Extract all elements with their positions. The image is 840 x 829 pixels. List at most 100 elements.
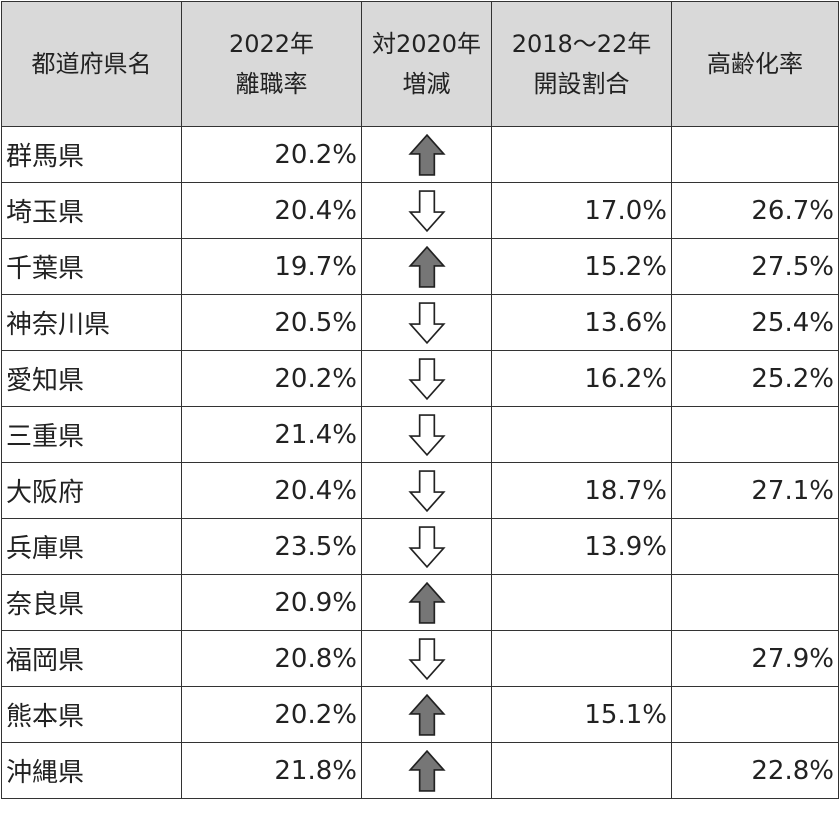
table-row: 三重県 21.4% xyxy=(1,406,839,463)
aging-rate-cell: 27.5% xyxy=(671,238,839,295)
table-row: 千葉県 19.7% 15.2% 27.5% xyxy=(1,238,839,295)
arrow-up-icon xyxy=(407,749,446,792)
prefecture-cell: 群馬県 xyxy=(1,126,182,183)
open-ratio-cell: 15.2% xyxy=(491,238,672,295)
prefecture-cell: 奈良県 xyxy=(1,574,182,631)
turnover-rate-cell: 20.8% xyxy=(181,630,362,687)
turnover-rate-cell: 21.8% xyxy=(181,742,362,799)
table-row: 兵庫県 23.5% 13.9% xyxy=(1,518,839,575)
turnover-rate-cell: 20.5% xyxy=(181,294,362,351)
prefecture-cell: 熊本県 xyxy=(1,686,182,743)
aging-rate-cell xyxy=(671,574,839,631)
change-cell xyxy=(361,742,492,799)
change-cell xyxy=(361,238,492,295)
header-turnover-rate-line2: 離職率 xyxy=(235,70,308,98)
aging-rate-cell xyxy=(671,686,839,743)
arrow-down-icon xyxy=(407,301,446,344)
prefecture-cell: 埼玉県 xyxy=(1,182,182,239)
open-ratio-cell: 15.1% xyxy=(491,686,672,743)
aging-rate-cell xyxy=(671,518,839,575)
arrow-down-icon xyxy=(407,189,446,232)
change-cell xyxy=(361,686,492,743)
change-cell xyxy=(361,630,492,687)
arrow-down-icon xyxy=(407,357,446,400)
aging-rate-cell: 27.9% xyxy=(671,630,839,687)
table-row: 愛知県 20.2% 16.2% 25.2% xyxy=(1,350,839,407)
header-prefecture-line: 都道府県名 xyxy=(31,50,152,78)
aging-rate-cell: 27.1% xyxy=(671,462,839,519)
arrow-down-icon xyxy=(407,525,446,568)
prefecture-cell: 沖縄県 xyxy=(1,742,182,799)
open-ratio-cell: 17.0% xyxy=(491,182,672,239)
arrow-up-icon xyxy=(407,245,446,288)
prefecture-cell: 神奈川県 xyxy=(1,294,182,351)
turnover-rate-cell: 23.5% xyxy=(181,518,362,575)
open-ratio-cell xyxy=(491,630,672,687)
open-ratio-cell: 13.9% xyxy=(491,518,672,575)
change-cell xyxy=(361,350,492,407)
header-change-line1: 対2020年 xyxy=(371,30,482,58)
prefecture-cell: 千葉県 xyxy=(1,238,182,295)
arrow-up-icon xyxy=(407,133,446,176)
table-row: 群馬県 20.2% xyxy=(1,126,839,183)
table-row: 神奈川県 20.5% 13.6% 25.4% xyxy=(1,294,839,351)
change-cell xyxy=(361,462,492,519)
aging-rate-cell: 26.7% xyxy=(671,182,839,239)
change-cell xyxy=(361,182,492,239)
prefecture-cell: 福岡県 xyxy=(1,630,182,687)
arrow-down-icon xyxy=(407,469,446,512)
table-row: 埼玉県 20.4% 17.0% 26.7% xyxy=(1,182,839,239)
aging-rate-cell xyxy=(671,126,839,183)
open-ratio-cell: 13.6% xyxy=(491,294,672,351)
open-ratio-cell xyxy=(491,742,672,799)
header-row: 都道府県名 2022年 離職率 対2020年 増減 2018～22年 開設割合 … xyxy=(1,1,839,127)
change-cell xyxy=(361,406,492,463)
open-ratio-cell: 16.2% xyxy=(491,350,672,407)
aging-rate-cell xyxy=(671,406,839,463)
table-body: 群馬県 20.2% 埼玉県 20.4% 17.0% 26.7% 千葉県 19.7% 15.2% 2… xyxy=(1,126,839,799)
turnover-rate-cell: 20.2% xyxy=(181,686,362,743)
prefecture-cell: 三重県 xyxy=(1,406,182,463)
open-ratio-cell xyxy=(491,406,672,463)
arrow-up-icon xyxy=(407,693,446,736)
turnover-rate-cell: 20.9% xyxy=(181,574,362,631)
table-row: 奈良県 20.9% xyxy=(1,574,839,631)
prefecture-cell: 愛知県 xyxy=(1,350,182,407)
header-open-ratio-line1: 2018～22年 xyxy=(511,30,652,58)
turnover-rate-cell: 20.2% xyxy=(181,126,362,183)
open-ratio-cell xyxy=(491,126,672,183)
header-aging-rate-line: 高齢化率 xyxy=(707,50,803,78)
header-aging-rate: 高齢化率 xyxy=(671,1,839,127)
turnover-rate-cell: 20.4% xyxy=(181,182,362,239)
turnover-table: 都道府県名 2022年 離職率 対2020年 増減 2018～22年 開設割合 … xyxy=(1,1,839,799)
arrow-down-icon xyxy=(407,413,446,456)
aging-rate-cell: 22.8% xyxy=(671,742,839,799)
open-ratio-cell: 18.7% xyxy=(491,462,672,519)
table-row: 熊本県 20.2% 15.1% xyxy=(1,686,839,743)
table-row: 福岡県 20.8% 27.9% xyxy=(1,630,839,687)
turnover-rate-cell: 21.4% xyxy=(181,406,362,463)
prefecture-cell: 大阪府 xyxy=(1,462,182,519)
prefecture-cell: 兵庫県 xyxy=(1,518,182,575)
change-cell xyxy=(361,126,492,183)
header-open-ratio-line2: 開設割合 xyxy=(533,70,630,98)
change-cell xyxy=(361,518,492,575)
arrow-up-icon xyxy=(407,581,446,624)
turnover-rate-cell: 20.4% xyxy=(181,462,362,519)
header-turnover-rate: 2022年 離職率 xyxy=(181,1,362,127)
table-row: 大阪府 20.4% 18.7% 27.1% xyxy=(1,462,839,519)
table-row: 沖縄県 21.8% 22.8% xyxy=(1,742,839,799)
arrow-down-icon xyxy=(407,637,446,680)
aging-rate-cell: 25.2% xyxy=(671,350,839,407)
turnover-rate-cell: 20.2% xyxy=(181,350,362,407)
header-turnover-rate-line1: 2022年 xyxy=(228,30,315,58)
change-cell xyxy=(361,294,492,351)
aging-rate-cell: 25.4% xyxy=(671,294,839,351)
change-cell xyxy=(361,574,492,631)
turnover-rate-cell: 19.7% xyxy=(181,238,362,295)
header-prefecture: 都道府県名 xyxy=(1,1,182,127)
header-open-ratio: 2018～22年 開設割合 xyxy=(491,1,672,127)
open-ratio-cell xyxy=(491,574,672,631)
header-change-line2: 増減 xyxy=(402,70,451,98)
header-change: 対2020年 増減 xyxy=(361,1,492,127)
